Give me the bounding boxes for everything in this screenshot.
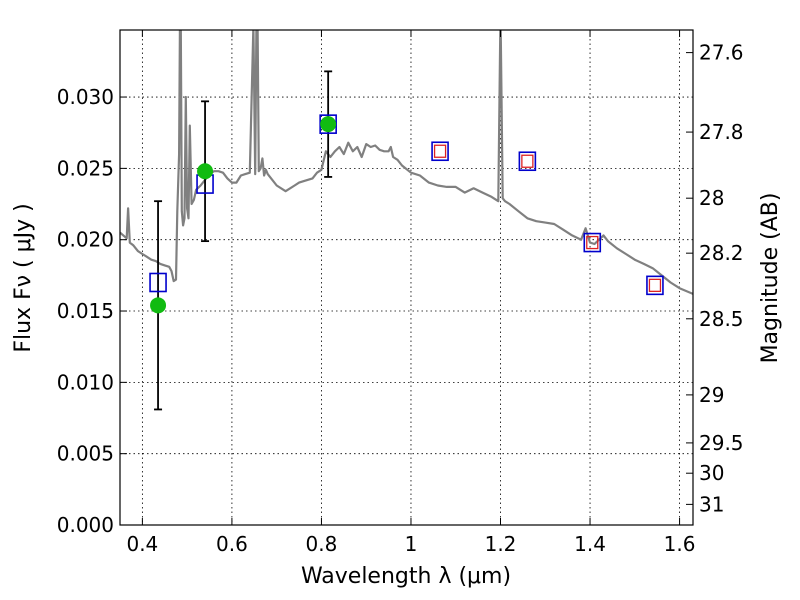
model-point	[518, 151, 537, 172]
mag-tick-label: 27.6	[699, 41, 744, 65]
y-tick-label: 0.025	[57, 156, 114, 180]
mag-tick-label: 28	[699, 186, 724, 210]
grid-layer	[120, 30, 693, 526]
y-tick-label: 0.010	[57, 370, 114, 394]
x-tick-label: 0.8	[306, 532, 338, 556]
x-tick-label: 0.6	[216, 532, 248, 556]
axis-layer: 0.4 0.6 0.8 1 1.2 1.4 1.6 0.000 0.005 0.010 0.015 0…	[57, 30, 744, 556]
x-tick-label: 1.4	[574, 532, 606, 556]
y-tick-label: 0.000	[57, 513, 114, 537]
x-tick-label: 0.4	[126, 532, 158, 556]
y-axis-label: Flux Fν ( μJy )	[11, 203, 36, 352]
x-tick-label: 1	[405, 532, 418, 556]
observed-point	[150, 297, 167, 314]
model-point	[431, 141, 449, 162]
spectrum-line	[120, 30, 693, 295]
model-inner-point	[648, 278, 662, 292]
y-tick-label: 0.015	[57, 299, 114, 323]
plot-frame	[119, 29, 694, 526]
model-point	[646, 275, 664, 296]
x-axis-label: Wavelength λ (μm)	[301, 564, 511, 589]
mag-tick-label: 27.8	[699, 120, 744, 144]
y-tick-label: 0.020	[57, 228, 114, 252]
y2-axis-label: Magnitude (AB)	[758, 193, 783, 364]
x-tick-label: 1.2	[485, 532, 517, 556]
mag-tick-label: 31	[699, 492, 724, 516]
model-point	[583, 232, 602, 253]
mag-tick-label: 29.5	[699, 431, 744, 455]
y-tick-label: 0.030	[57, 85, 114, 109]
model-inner-point	[521, 154, 534, 168]
x-tick-label: 1.6	[664, 532, 696, 556]
model-point	[149, 272, 167, 293]
marker-layer	[149, 70, 664, 411]
observed-point	[320, 116, 337, 133]
model-inner-point	[586, 235, 599, 250]
mag-tick-label: 28.2	[699, 241, 744, 265]
y-tick-label: 0.005	[57, 442, 114, 466]
plot-area	[120, 30, 693, 295]
mag-tick-label: 30	[699, 461, 724, 485]
mag-tick-label: 29	[699, 383, 724, 407]
observed-point	[197, 163, 214, 180]
model-inner-point	[433, 144, 447, 158]
mag-tick-label: 28.5	[699, 307, 744, 331]
